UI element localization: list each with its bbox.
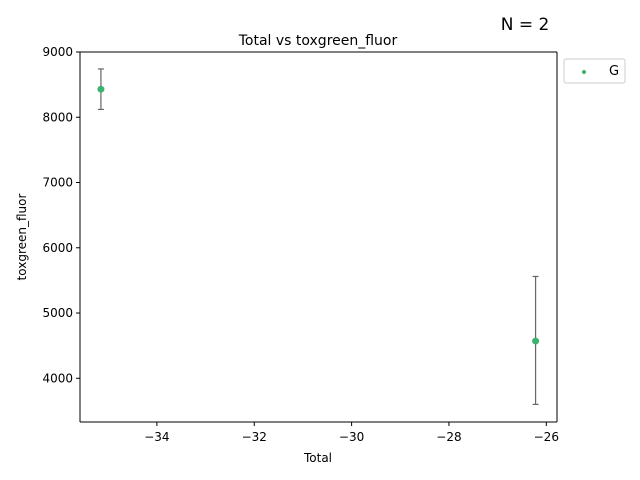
y-tick-label: 9000	[42, 45, 73, 59]
y-tick-label: 4000	[42, 371, 73, 385]
y-tick-label: 7000	[42, 176, 73, 190]
x-tick-label: −30	[339, 430, 364, 444]
chart-title: Total vs toxgreen_fluor	[238, 33, 398, 49]
legend: G	[563, 58, 626, 84]
legend-label: G	[609, 64, 619, 79]
legend-marker	[582, 70, 586, 74]
error-bars	[97, 68, 539, 405]
plot-area	[79, 51, 558, 423]
y-axis-label: toxgreen_fluor	[15, 194, 29, 281]
x-tick-label: −26	[534, 430, 559, 444]
data-points	[97, 85, 540, 345]
data-point	[532, 337, 540, 345]
y-tick-label: 8000	[42, 110, 73, 124]
y-tick-label: 6000	[42, 241, 73, 255]
legend-frame	[563, 58, 626, 84]
x-tick-label: −32	[242, 430, 267, 444]
x-tick-label: −34	[144, 430, 169, 444]
x-axis-label: Total	[303, 451, 332, 465]
y-tick-label: 5000	[42, 306, 73, 320]
x-axis-ticks: −34 −32 −30 −28 −26	[144, 422, 559, 444]
x-tick-label: −28	[436, 430, 461, 444]
n-count-annotation: N = 2	[501, 15, 550, 35]
data-point	[97, 85, 105, 93]
y-axis-ticks: 4000 5000 6000 7000 8000 9000	[42, 45, 80, 385]
